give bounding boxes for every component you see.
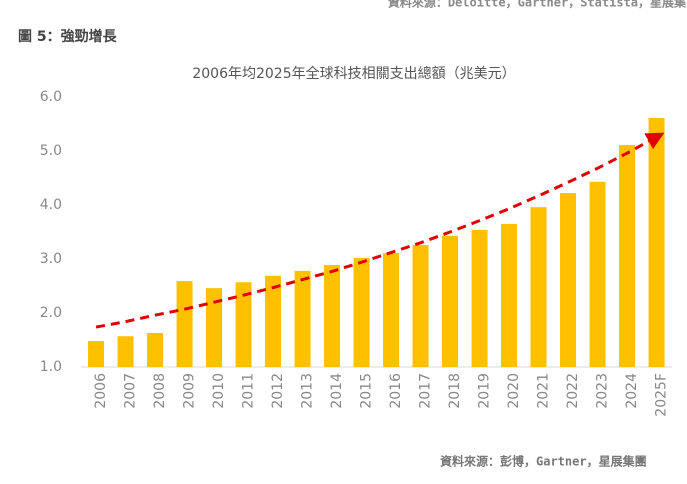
bar (589, 181, 606, 367)
bar (648, 118, 665, 367)
chart-title: 2006年均2025年全球科技相關支出總額（兆美元） (192, 65, 515, 82)
bar (324, 264, 341, 367)
x-tick-label: 2006 (93, 373, 109, 409)
y-tick-label: 5.0 (40, 143, 62, 159)
x-tick-label: 2022 (565, 373, 581, 409)
bar (147, 332, 164, 367)
bar (412, 244, 429, 367)
x-tick-label: 2019 (477, 373, 493, 409)
bar (530, 207, 547, 367)
y-tick-label: 3.0 (40, 251, 62, 267)
bar (176, 281, 193, 367)
x-tick-label: 2015 (359, 373, 375, 409)
trend-line (95, 132, 665, 329)
bar (294, 270, 311, 367)
source-top: 資料來源：Deloitte，Gartner，Statista，星展集 (388, 0, 687, 10)
x-tick-label: 2025F (654, 373, 670, 417)
bar (560, 193, 577, 367)
x-tick-label: 2007 (123, 373, 139, 409)
bar (88, 341, 105, 367)
bar (501, 223, 518, 367)
source-bottom: 資料來源：彭博，Gartner，星展集團 (440, 454, 647, 469)
bar (353, 257, 370, 367)
y-tick-label: 2.0 (40, 305, 62, 321)
bar (619, 145, 636, 367)
x-tick-label: 2009 (182, 373, 198, 409)
bar (117, 336, 134, 367)
x-tick-label: 2021 (536, 373, 552, 409)
bar (383, 253, 400, 367)
bar (206, 288, 223, 367)
x-tick-label: 2020 (506, 373, 522, 409)
y-tick-label: 4.0 (40, 197, 62, 213)
x-tick-label: 2014 (329, 373, 345, 409)
bar (235, 282, 252, 367)
x-tick-label: 2016 (388, 373, 404, 409)
bar (265, 275, 282, 367)
x-tick-label: 2017 (418, 373, 434, 409)
bar (442, 235, 459, 367)
x-tick-label: 2023 (595, 373, 611, 409)
x-tick-label: 2012 (270, 373, 286, 409)
x-tick-label: 2008 (152, 373, 168, 409)
x-tick-label: 2018 (447, 373, 463, 409)
x-tick-label: 2010 (211, 373, 227, 409)
x-tick-label: 2024 (624, 373, 640, 409)
figure-label: 圖 5：強勁增長 (18, 28, 118, 45)
bar (471, 229, 488, 367)
y-tick-label: 1.0 (40, 359, 62, 375)
y-tick-label: 6.0 (40, 89, 62, 105)
x-tick-label: 2013 (300, 373, 316, 409)
x-tick-label: 2011 (241, 373, 257, 409)
